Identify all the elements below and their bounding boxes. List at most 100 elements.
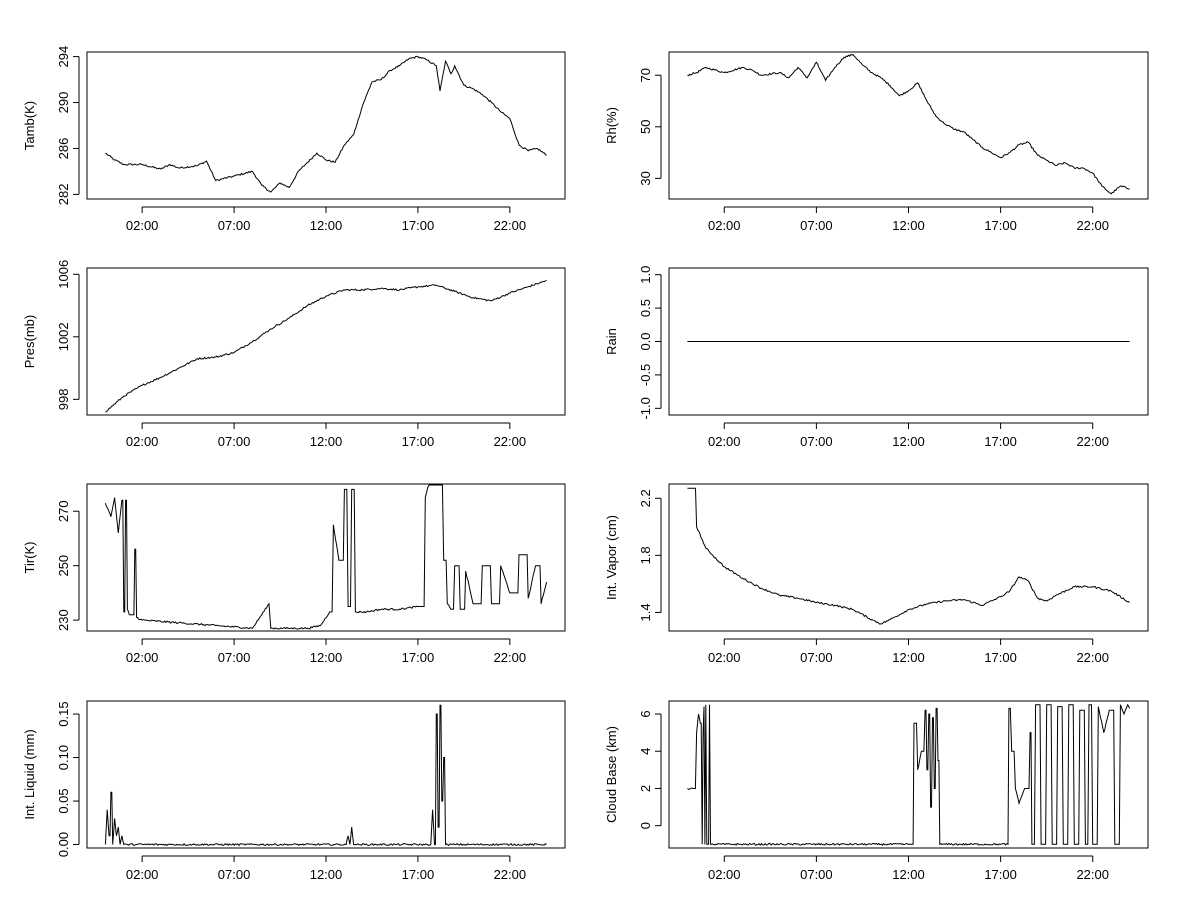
x-tick-label: 12:00 [310,867,343,882]
series-line [105,280,547,413]
x-tick-label: 12:00 [310,218,343,233]
plot-frame [86,700,566,849]
panel-3: 02:00 07:00 12:00 17:00 22:00 998 1002 1006 Pres… [22,260,566,449]
plot-frame [668,700,1149,849]
y-tick-label: 282 [56,184,71,206]
y-tick-label: 290 [56,92,71,114]
y-tick-label: 2.2 [638,489,653,507]
x-tick-label: 12:00 [892,434,925,449]
y-tick-label: 70 [638,68,653,82]
x-tick-label: 02:00 [708,218,741,233]
x-tick-label: 07:00 [218,434,251,449]
x-tick-label: 07:00 [800,867,833,882]
x-tick-label: 22:00 [494,867,527,882]
x-tick-label: 17:00 [402,434,435,449]
x-tick-label: 12:00 [310,434,343,449]
series-line [687,703,1131,846]
y-tick-label: 998 [56,389,71,411]
y-tick-label: 0.10 [56,745,71,770]
y-tick-label: 30 [638,171,653,185]
y-tick-label: 0.05 [56,788,71,813]
x-tick-label: 02:00 [708,434,741,449]
y-tick-label: 2 [638,785,653,792]
y-tick-label: 250 [56,555,71,577]
series-line [105,55,547,193]
y-tick-label: 0.15 [56,701,71,726]
y-axis-title: Int. Vapor (cm) [604,515,619,600]
y-tick-label: 1006 [56,260,71,289]
x-tick-label: 12:00 [892,650,925,665]
y-tick-label: 4 [638,748,653,755]
y-tick-label: 0.0 [638,332,653,350]
plot-frame [86,267,566,416]
x-tick-label: 02:00 [126,218,159,233]
x-tick-label: 02:00 [126,434,159,449]
y-axis-title: Tir(K) [22,541,37,573]
x-tick-label: 12:00 [892,867,925,882]
y-tick-label: 1.0 [638,266,653,284]
y-tick-label: -1.0 [638,397,653,419]
y-axis-title: Int. Liquid (mm) [22,729,37,819]
x-tick-label: 07:00 [800,434,833,449]
x-tick-label: 17:00 [984,650,1017,665]
y-tick-label: 0.00 [56,832,71,857]
x-tick-label: 07:00 [800,650,833,665]
y-tick-label: 0.5 [638,299,653,317]
plot-frame [668,51,1149,200]
y-tick-label: 270 [56,500,71,522]
panel-5: 02:00 07:00 12:00 17:00 22:00 230 250 270 Tir(K) [22,483,566,665]
series-line [687,53,1130,195]
y-tick-label: 6 [638,710,653,717]
x-tick-label: 17:00 [984,867,1017,882]
x-tick-label: 12:00 [310,650,343,665]
x-tick-label: 17:00 [402,650,435,665]
plot-frame [86,483,566,632]
x-tick-label: 22:00 [1076,650,1109,665]
x-tick-label: 02:00 [126,650,159,665]
y-tick-label: 0 [638,822,653,829]
x-tick-label: 17:00 [402,867,435,882]
x-tick-label: 07:00 [218,650,251,665]
x-tick-label: 02:00 [708,650,741,665]
plot-frame [86,51,566,200]
y-axis-title: Pres(mb) [22,315,37,368]
y-tick-label: 1002 [56,322,71,351]
x-tick-label: 22:00 [1076,867,1109,882]
y-tick-label: 294 [56,46,71,68]
y-axis-title: Rain [604,328,619,355]
plot-frame [668,483,1149,632]
x-tick-label: 02:00 [708,867,741,882]
x-tick-label: 22:00 [1076,218,1109,233]
y-tick-label: 230 [56,609,71,631]
x-tick-label: 02:00 [126,867,159,882]
y-tick-label: 50 [638,120,653,134]
panel-2: 02:00 07:00 12:00 17:00 22:00 30 50 70 Rh(%) [604,51,1149,233]
panel-1: 02:00 07:00 12:00 17:00 22:00 282 286 290 294 Tam… [22,46,566,233]
y-axis-title: Tamb(K) [22,101,37,150]
x-tick-label: 12:00 [892,218,925,233]
panel-8: 02:00 07:00 12:00 17:00 22:00 0 2 4 6 Cloud Base … [604,700,1149,882]
x-tick-label: 22:00 [494,218,527,233]
x-tick-label: 07:00 [218,218,251,233]
y-axis-title: Rh(%) [604,107,619,144]
series-line [104,704,547,847]
x-tick-label: 07:00 [218,867,251,882]
x-tick-label: 17:00 [984,218,1017,233]
y-tick-label: 286 [56,138,71,160]
panel-6: 02:00 07:00 12:00 17:00 22:00 1.4 1.8 2.2 Int. V… [604,483,1149,665]
y-axis-title: Cloud Base (km) [604,726,619,823]
y-tick-label: 1.8 [638,546,653,564]
x-tick-label: 07:00 [800,218,833,233]
y-tick-label: -0.5 [638,364,653,386]
x-tick-label: 22:00 [494,434,527,449]
plot-frame [668,267,1149,416]
panel-7: 02:00 07:00 12:00 17:00 22:00 0.00 0.05 0.10 0.1… [22,700,566,882]
x-tick-label: 17:00 [402,218,435,233]
x-tick-label: 22:00 [1076,434,1109,449]
panel-4: 02:00 07:00 12:00 17:00 22:00 -1.0 -0.5 0.0 0.5 1… [604,266,1149,449]
x-tick-label: 17:00 [984,434,1017,449]
series-line [687,487,1130,625]
series-line [104,484,548,630]
x-tick-label: 22:00 [494,650,527,665]
